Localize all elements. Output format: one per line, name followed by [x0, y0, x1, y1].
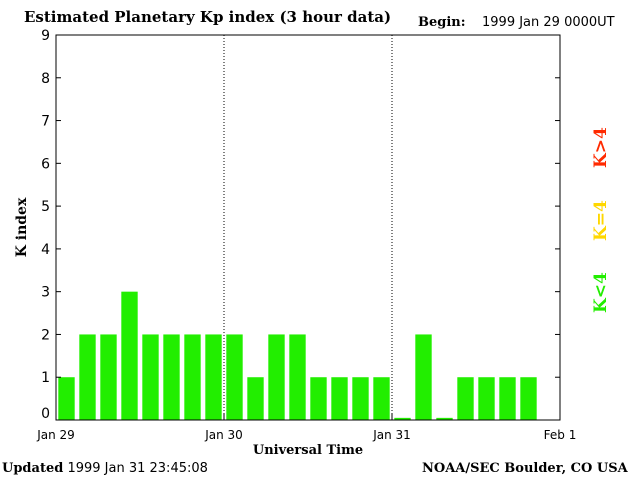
credit-text: NOAA/SEC Boulder, CO USA: [422, 461, 628, 476]
begin-label: Begin:: [418, 15, 466, 30]
kp-bar: [394, 417, 411, 420]
kp-bar: [226, 334, 243, 420]
kp-bar: [247, 377, 264, 420]
legend-k-less-4: K<4: [591, 272, 611, 313]
x-tick-label: Feb 1: [544, 428, 577, 442]
kp-bar: [142, 334, 159, 420]
x-axis-label: Universal Time: [253, 443, 363, 458]
kp-bar: [478, 377, 495, 420]
kp-bar: [310, 377, 327, 420]
kp-bar: [58, 377, 75, 420]
kp-bar: [436, 417, 453, 420]
x-tick-label: Jan 29: [36, 428, 75, 442]
y-tick-label: 1: [41, 370, 50, 386]
y-tick-label: 4: [41, 242, 50, 258]
updated-timestamp: Updated 1999 Jan 31 23:45:08: [2, 462, 208, 475]
kp-bar: [79, 334, 96, 420]
kp-bar: [289, 334, 306, 420]
kp-bar: [331, 377, 348, 420]
chart-title: Estimated Planetary Kp index (3 hour dat…: [24, 8, 392, 26]
kp-bar: [520, 377, 537, 420]
kp-bar: [100, 334, 117, 420]
updated-value: 1999 Jan 31 23:45:08: [67, 461, 208, 476]
kp-bar: [121, 291, 138, 420]
kp-bar: [268, 334, 285, 420]
kp-bar: [373, 377, 390, 420]
y-tick-label: 6: [41, 156, 50, 172]
begin-value: 1999 Jan 29 0000UT: [482, 15, 615, 30]
y-axis-label: K index: [14, 197, 30, 257]
kp-bar: [499, 377, 516, 420]
kp-bar: [457, 377, 474, 420]
y-tick-label: 3: [41, 285, 50, 301]
kp-bar: [415, 334, 432, 420]
y-tick-label: 8: [41, 71, 50, 87]
plot-frame: [55, 34, 561, 421]
y-tick-label: 9: [41, 28, 50, 44]
y-tick-label: 5: [41, 199, 50, 215]
legend-k-greater-4: K>4: [591, 127, 611, 168]
legend-k-equal-4: K=4: [591, 200, 611, 241]
x-tick-label: Jan 31: [372, 428, 411, 442]
kp-bar: [352, 377, 369, 420]
kp-bar: [163, 334, 180, 420]
x-tick-label: Jan 30: [204, 428, 243, 442]
kp-bar: [205, 334, 222, 420]
y-tick-label: 0: [41, 406, 50, 422]
y-tick-label: 7: [41, 114, 50, 130]
updated-label: Updated: [2, 461, 64, 476]
kp-bar: [184, 334, 201, 420]
y-tick-label: 2: [41, 327, 50, 343]
